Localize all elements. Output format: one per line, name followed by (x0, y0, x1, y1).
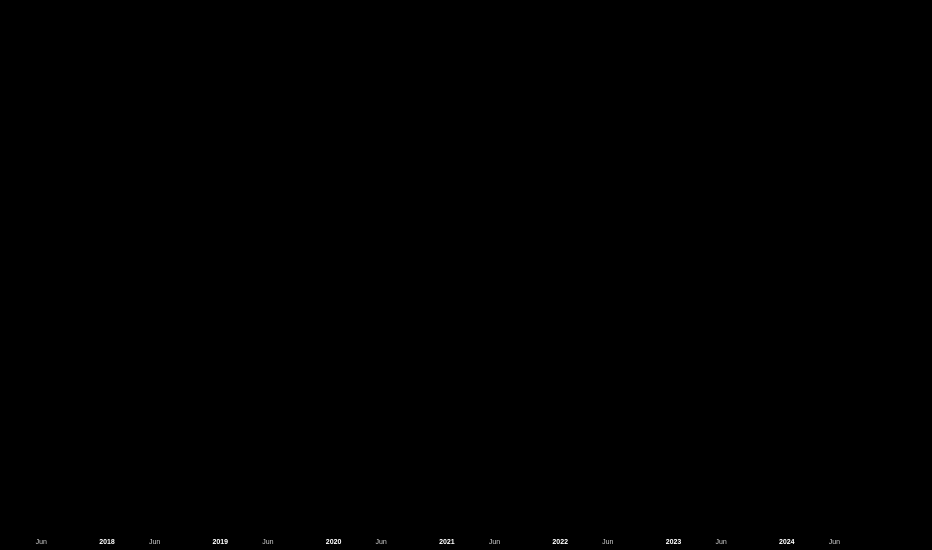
x-axis-tick-label: 2018 (99, 539, 115, 546)
x-axis-tick-label: 2020 (326, 539, 342, 546)
x-axis-tick-label: 2021 (439, 539, 455, 546)
x-axis-tick-label: 2022 (552, 539, 568, 546)
x-axis-tick-label: 2019 (213, 539, 229, 546)
x-axis-tick-label: Jun (262, 539, 273, 546)
x-axis-tick-label: Jun (602, 539, 613, 546)
x-axis-tick-label: Jun (149, 539, 160, 546)
x-axis-tick-label: 2024 (779, 539, 795, 546)
x-axis-tick-label: 2023 (666, 539, 682, 546)
x-axis-tick-label: Jun (715, 539, 726, 546)
x-axis-tick-label: Jun (829, 539, 840, 546)
x-axis-tick-label: Jun (489, 539, 500, 546)
x-axis-tick-label: Jun (376, 539, 387, 546)
x-axis-tick-label: Jun (36, 539, 47, 546)
